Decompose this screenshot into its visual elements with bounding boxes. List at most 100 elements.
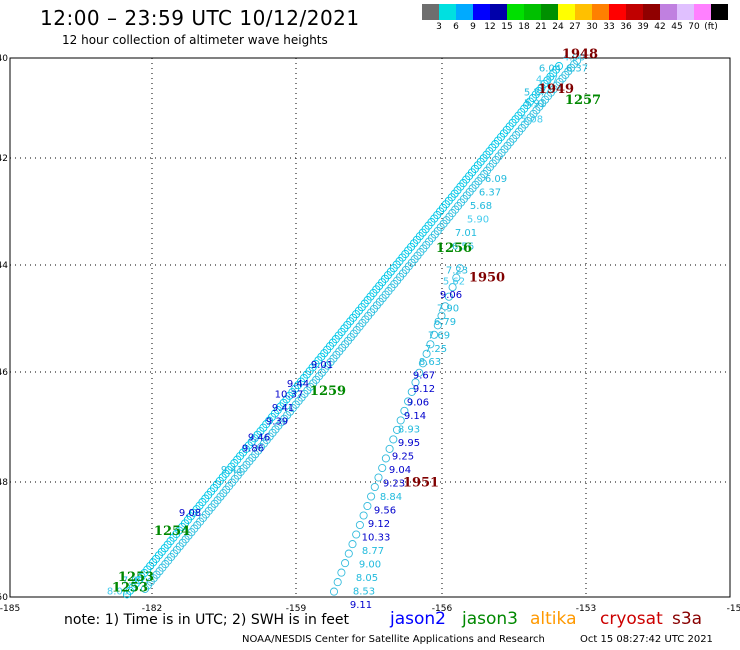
track-point <box>337 568 346 577</box>
wave-height-label: 7.25 <box>425 344 447 355</box>
lon-tick-label: -15 <box>727 604 740 614</box>
color-swatch <box>694 4 711 20</box>
wave-height-label: 7.01 <box>455 228 477 239</box>
wave-height-label: 7.23 <box>446 266 468 277</box>
lat-tick-label: -46 <box>0 368 8 378</box>
lon-tick-label: -153 <box>576 604 596 614</box>
track-point <box>348 540 357 549</box>
wave-height-label: 5.62 <box>443 276 465 287</box>
lon-tick-label: -159 <box>286 604 307 614</box>
wave-height-label: 5.08 <box>521 115 543 126</box>
lon-tick-label: -185 <box>0 604 20 614</box>
track-point <box>426 340 435 349</box>
track-point <box>404 397 413 406</box>
color-scale-label: 24 <box>552 22 564 32</box>
wave-height-label: 9.56 <box>374 506 396 517</box>
color-scale-label: 12 <box>484 22 496 32</box>
wave-height-label: 9.86 <box>242 444 264 455</box>
wave-height-label: 5.91 <box>524 99 546 110</box>
legend-jason3: jason3 <box>462 609 518 629</box>
wave-height-label: 9.39 <box>266 417 288 428</box>
color-swatch <box>677 4 694 20</box>
color-swatch <box>558 4 575 20</box>
track-point <box>381 454 390 463</box>
track-point <box>367 492 376 501</box>
color-scale-label: 27 <box>569 22 581 32</box>
color-swatch <box>711 4 728 20</box>
color-scale-label: 36 <box>620 22 632 32</box>
track-point <box>378 463 387 473</box>
wave-height-label: 9.04 <box>389 465 411 476</box>
wave-height-label: 9.08 <box>179 508 201 519</box>
color-scale-label: 15 <box>501 22 513 32</box>
track-point <box>333 578 342 587</box>
color-swatch <box>507 4 524 20</box>
wave-height-label: 6.04 <box>539 64 561 75</box>
track-point <box>418 359 427 368</box>
wave-height-label: 6.37 <box>479 187 501 198</box>
track-point <box>359 511 368 520</box>
wave-height-label: 9.44 <box>287 379 309 390</box>
color-scale-label: 70 <box>688 22 700 32</box>
lon-tick-label: -156 <box>432 604 453 614</box>
wave-height-label: 8.53 <box>353 586 375 597</box>
color-swatch <box>609 4 626 20</box>
color-scale-label: (ft) <box>704 22 718 32</box>
legend-cryosat: cryosat <box>600 609 663 629</box>
wave-height-label: 8.05 <box>107 586 129 597</box>
credit-line: NOAA/NESDIS Center for Satellite Applica… <box>242 634 545 645</box>
track-point <box>452 273 461 282</box>
legend-s3a: s3a <box>672 609 703 629</box>
wave-height-label: 5.27 <box>524 88 546 99</box>
time-label: 1257 <box>565 93 601 108</box>
time-label: 1259 <box>310 384 346 399</box>
track-point <box>140 584 150 593</box>
wave-height-label: 9.95 <box>398 438 420 449</box>
track-point <box>455 264 465 273</box>
map-title: 12:00 – 23:59 UTC 10/12/2021 <box>40 6 360 30</box>
color-swatch <box>439 4 456 20</box>
wave-height-label: 4.87 <box>536 74 558 85</box>
track-point <box>385 444 394 453</box>
track-point <box>355 520 364 530</box>
wave-height-label: 8.05 <box>356 573 378 584</box>
color-scale-label: 18 <box>518 22 530 32</box>
wave-height-label: 5.68 <box>470 201 492 212</box>
map-subtitle: 12 hour collection of altimeter wave hei… <box>62 33 328 47</box>
time-label: 1256 <box>436 241 472 256</box>
color-scale-label: 42 <box>654 22 666 32</box>
track-point <box>122 590 132 599</box>
color-scale-label: 45 <box>671 22 683 32</box>
color-scale-label: 39 <box>637 22 649 32</box>
track-point <box>392 425 402 434</box>
color-swatch <box>456 4 473 20</box>
wave-height-label: 8.93 <box>398 425 420 436</box>
track-point <box>400 406 409 415</box>
wave-height-label: 10.37 <box>275 390 304 401</box>
lat-tick-label: -44 <box>0 261 8 271</box>
time-label: 1949 <box>538 82 574 97</box>
wave-height-label: 9.01 <box>311 360 333 371</box>
wave-height-label: 6.37 <box>566 64 588 75</box>
color-scale-label: 6 <box>453 22 459 32</box>
track-point <box>441 302 450 311</box>
color-scale-label: 3 <box>436 22 442 32</box>
generated-timestamp: Oct 15 08:27:42 UTC 2021 <box>580 634 713 645</box>
time-label: 1950 <box>469 271 505 286</box>
color-swatch <box>592 4 609 20</box>
track-point <box>352 530 361 539</box>
color-swatch <box>524 4 541 20</box>
footer-note: note: 1) Time is in UTC; 2) SWH is in fe… <box>64 612 350 628</box>
legend-altika: altika <box>530 609 577 629</box>
wave-height-label: 7.99 <box>122 576 144 587</box>
lat-tick-label: -48 <box>0 478 8 488</box>
color-scale-label: 9 <box>470 22 476 32</box>
wave-height-label: 9.41 <box>221 465 243 476</box>
color-swatch <box>473 4 490 20</box>
track-point <box>341 559 350 568</box>
wave-height-label: 9.00 <box>359 559 381 570</box>
wave-height-label: 8.84 <box>380 492 402 503</box>
track-point <box>329 587 339 596</box>
wave-height-label: 6.09 <box>485 174 507 185</box>
